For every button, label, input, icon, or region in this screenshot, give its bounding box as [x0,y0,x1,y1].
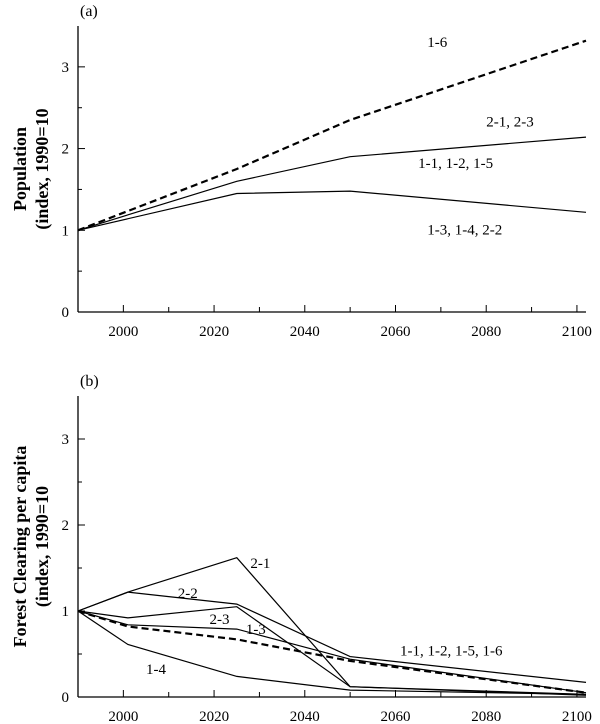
population-series-line [77,190,587,231]
forest-clearing-series-annotation: 1-1, 1-2, 1-5, 1-6 [400,644,503,660]
population-y-tick-label: 1 [62,223,70,239]
forest-clearing-series-annotation: 2-2 [178,586,198,602]
population-series-annotation: 1-1, 1-2, 1-5 [418,156,493,172]
population-y-tick-label: 3 [62,60,70,76]
population-y-axis-label: (index, 1990=10 [32,108,53,229]
forest-clearing-chart-panel: (b) 0 1 2 3 2000 2020 2040 2060 2080 2100 Forest Cl… [10,373,592,724]
population-series-line [77,136,587,231]
forest-clearing-y-tick-label: 3 [62,432,70,448]
population-y-axis-label: Population [10,127,30,211]
population-series-annotation: 1-3, 1-4, 2-2 [427,222,502,238]
forest-clearing-x-tick-label: 2000 [108,709,138,724]
population-x-tick-label: 2040 [290,324,320,340]
forest-clearing-panel-label: (b) [80,373,99,390]
forest-clearing-series-annotation: 1-3 [246,622,266,638]
population-series-annotation: 2-1, 2-3 [486,115,534,131]
forest-clearing-series-line [77,591,587,683]
population-x-tick-label: 2080 [471,324,501,340]
forest-clearing-x-tick-label: 2040 [290,709,320,724]
population-x-tick-label: 2000 [108,324,138,340]
population-series-annotation: 1-6 [427,35,447,51]
forest-clearing-series-annotation: 2-3 [210,612,230,628]
forest-clearing-x-tick-label: 2080 [471,709,501,724]
forest-clearing-x-tick-label: 2060 [381,709,411,724]
forest-clearing-x-tick-label: 2020 [199,709,229,724]
forest-clearing-y-axis-label: (index, 1990=10 [32,486,53,607]
population-y-tick-label: 0 [62,305,70,321]
forest-clearing-y-tick-label: 2 [62,518,70,534]
population-x-tick-label: 2020 [199,324,229,340]
forest-clearing-y-tick-label: 0 [62,690,70,706]
population-x-tick-label: 2100 [562,324,592,340]
forest-clearing-x-tick-label: 2100 [562,709,592,724]
forest-clearing-series-line [77,610,587,695]
population-panel-label: (a) [80,3,98,20]
population-y-tick-label: 2 [62,142,70,158]
forest-clearing-series-line [77,606,587,695]
population-chart-panel: (a) 0 1 2 3 2000 2020 2040 2060 2080 2100 Populatio… [10,3,592,340]
forest-clearing-y-tick-label: 1 [62,604,70,620]
forest-clearing-series-annotation: 1-4 [146,662,166,678]
population-series-line [77,39,587,232]
forest-clearing-y-axis-label: Forest Clearing per capita [10,446,30,648]
forest-clearing-series-annotation: 2-1 [250,556,270,572]
population-x-tick-label: 2060 [381,324,411,340]
forest-clearing-series-line [77,609,587,694]
